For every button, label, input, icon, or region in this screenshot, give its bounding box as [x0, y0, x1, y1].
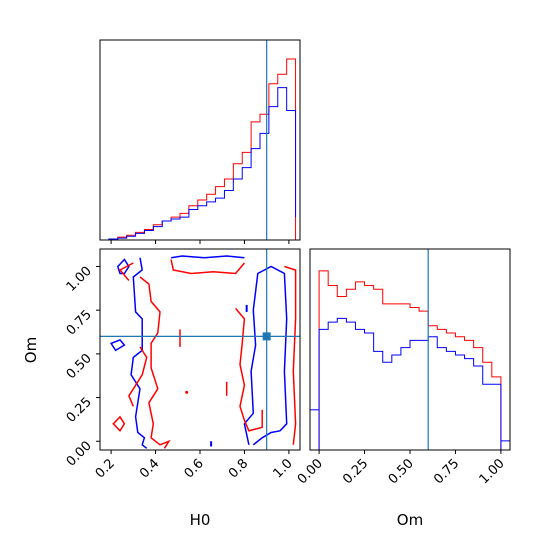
contour-red-top: [170, 259, 245, 275]
contour-blue-right: [243, 265, 288, 446]
histogram-series-0: [318, 270, 502, 450]
contour-blue-left: [130, 257, 148, 449]
contour-red-right-edge: [284, 265, 297, 445]
h0-marginal-panel: [99, 39, 301, 244]
truth-marker: [262, 332, 271, 341]
contour-red-island: [112, 415, 126, 433]
contour-red-inner: [128, 346, 148, 407]
contour-red-left: [139, 276, 171, 449]
contour-blue-island: [109, 339, 126, 352]
contour-red-left: [118, 262, 134, 281]
y-axis-label-om: Om: [22, 337, 40, 363]
histogram-series-1: [100, 87, 297, 241]
x-axis-label-om: Om: [397, 511, 423, 529]
contour-blue-island: [116, 258, 130, 275]
contour-red-right: [235, 307, 263, 432]
contour-blue-top: [170, 255, 245, 259]
x-axis-label-h0: H0: [190, 511, 211, 529]
histogram-series-1: [318, 317, 502, 450]
contour-red-dot: [185, 390, 189, 394]
